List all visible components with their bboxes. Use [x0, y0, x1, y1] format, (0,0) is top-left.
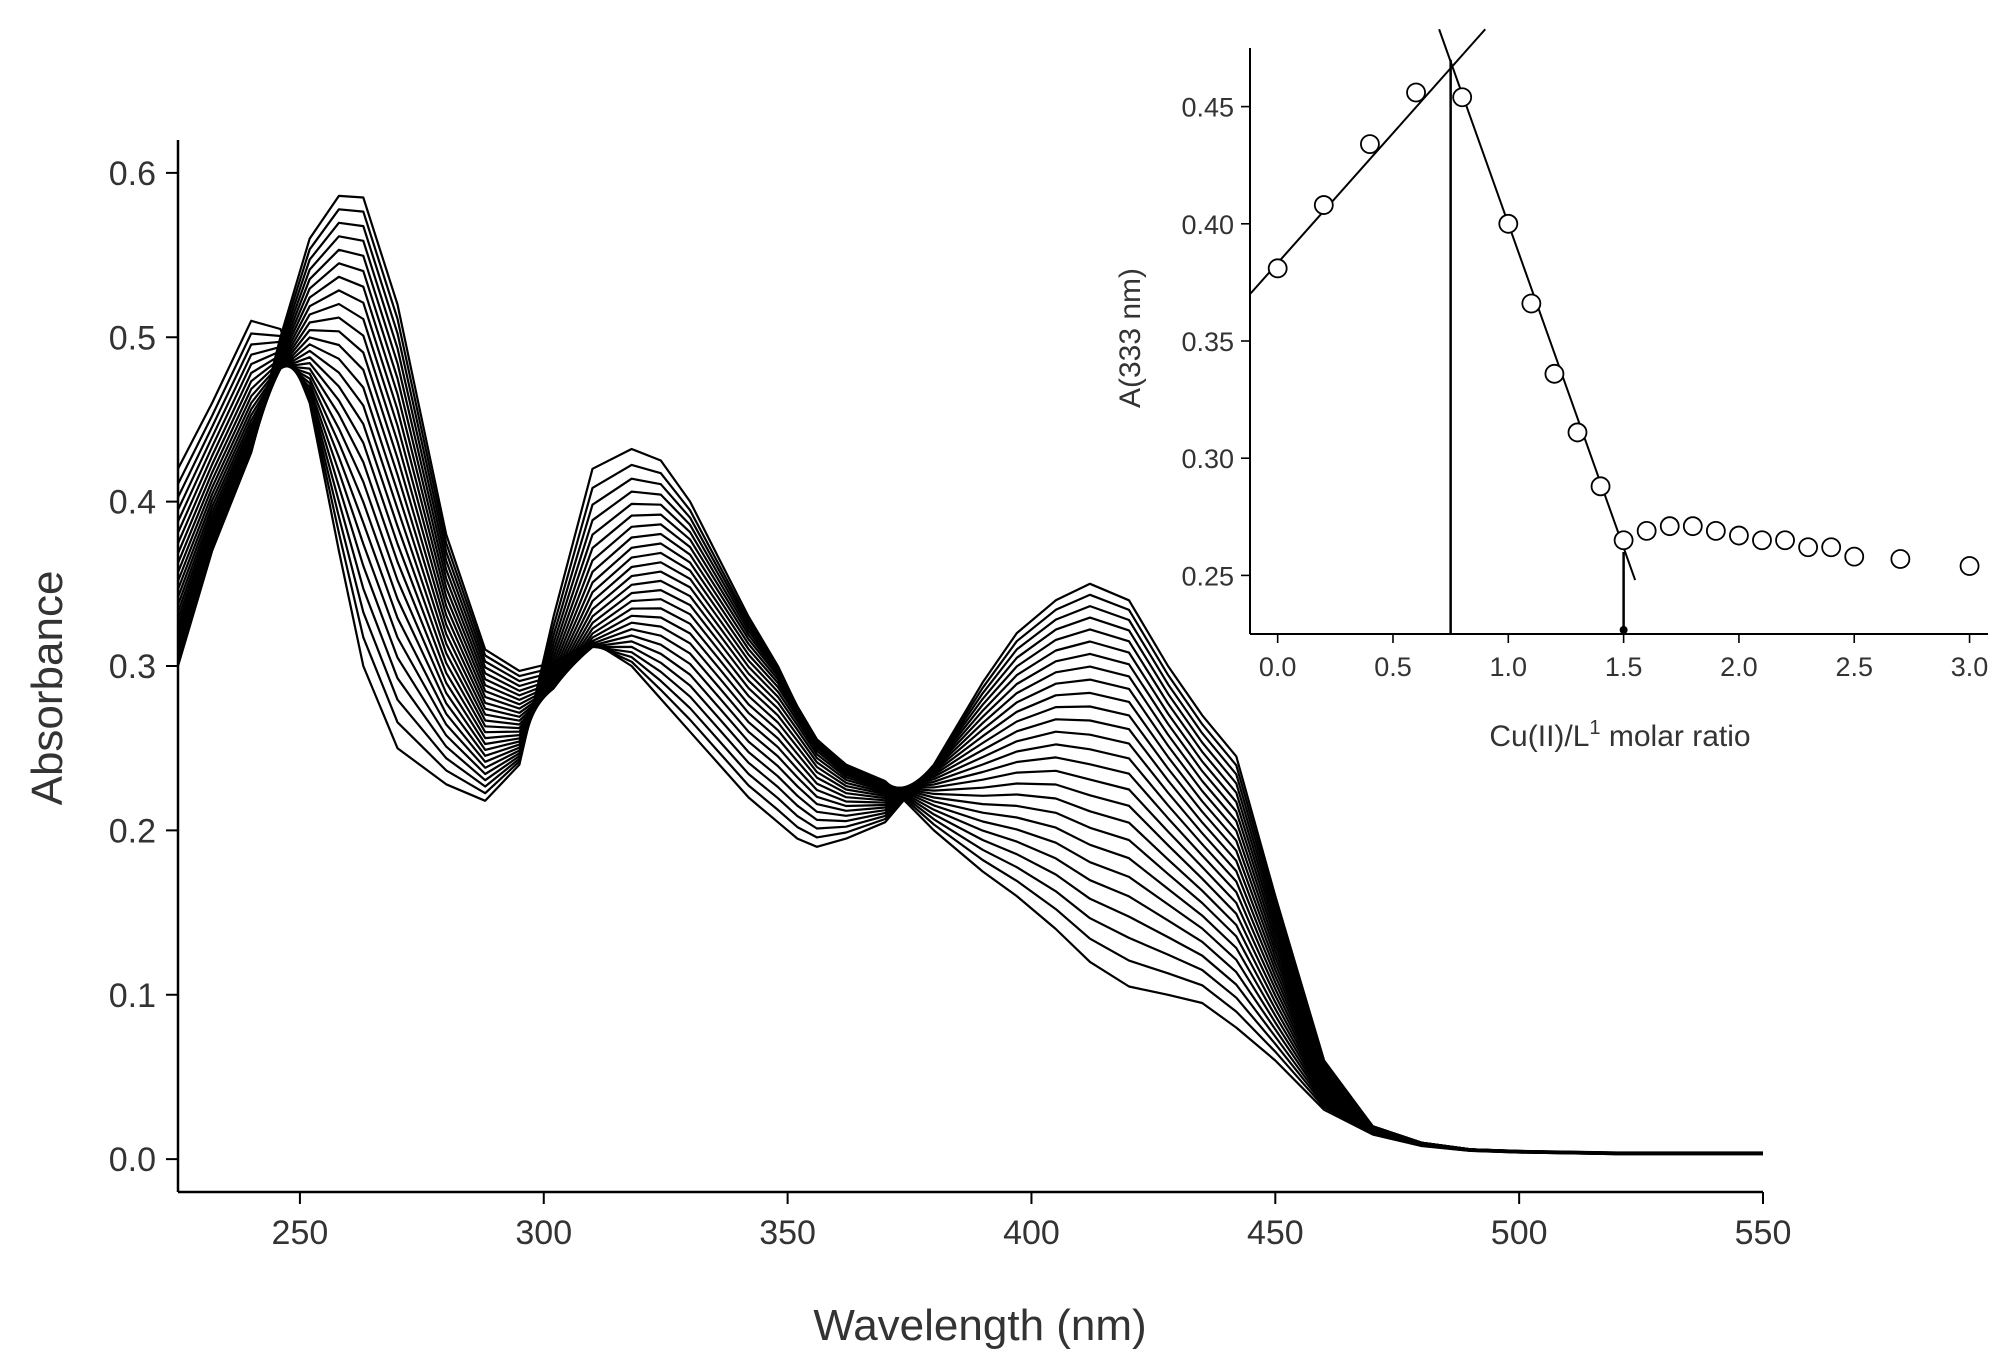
main-x-tick-label: 400	[1003, 1214, 1060, 1252]
inset-x-tick-label: 1.5	[1605, 652, 1643, 682]
main-x-ticks: 250 300 350 400 450 500 550	[272, 1192, 1792, 1252]
inset-data-point	[1890, 549, 1911, 569]
main-x-tick-label: 300	[515, 1214, 572, 1252]
inset-y-ticks: 0.25 0.30 0.35 0.40 0.45	[1181, 93, 1250, 591]
inset-x-tick-label: 3.0	[1951, 652, 1989, 682]
main-y-tick-label: 0.6	[109, 155, 156, 193]
spectrum-curve	[176, 316, 1763, 1155]
inset-x-tick-label: 0.5	[1374, 652, 1412, 682]
spectrum-curve	[176, 194, 1763, 1154]
spectrum-curve	[176, 354, 1763, 1155]
inset-data-point	[1613, 530, 1634, 551]
main-x-tick-label: 450	[1247, 1214, 1304, 1252]
main-spectra-curves	[176, 194, 1763, 1156]
main-y-tick-label: 0.1	[109, 977, 156, 1015]
inset-data-point	[1590, 476, 1611, 497]
inset-data-point	[1360, 134, 1380, 155]
inset-data-point	[1682, 516, 1703, 537]
inset-x-tick-label: 2.5	[1835, 652, 1873, 682]
spectrum-curve	[176, 289, 1763, 1155]
inset-data-point	[1313, 195, 1334, 215]
spectrum-curve	[176, 235, 1763, 1154]
inset-x-tick-label: 0.0	[1259, 652, 1297, 682]
inset-y-axis-title: A(333 nm)	[1114, 268, 1147, 408]
main-y-tick-label: 0.2	[109, 812, 156, 850]
inset-data-point	[1775, 530, 1795, 551]
spectrum-curve	[176, 349, 1763, 1155]
spectrum-curve	[176, 302, 1763, 1155]
spectrum-curve	[176, 356, 1763, 1155]
main-y-tick-label: 0.4	[109, 484, 156, 522]
main-y-tick-label: 0.3	[109, 648, 156, 686]
inset-fit-line-ascending	[1249, 28, 1486, 295]
main-x-tick-label: 250	[272, 1214, 329, 1252]
spectrum-curve	[176, 336, 1763, 1155]
inset-data-points	[1267, 82, 1980, 576]
main-x-tick-label: 500	[1491, 1214, 1548, 1252]
inset-data-point	[1752, 530, 1772, 551]
main-x-tick-label: 550	[1735, 1214, 1792, 1252]
inset-data-point	[1844, 546, 1865, 567]
inset-endpoint-dot	[1619, 626, 1628, 634]
main-plot: 250 300 350 400 450 500 550 0.0 0.1 0.2 0.3 0.4 0.5…	[23, 140, 1791, 1350]
inset-data-point	[1544, 363, 1565, 384]
inset-plot: 0.0 0.5 1.0 1.5 2.0 2.5 3.0 0.250.300.350.400.…	[1114, 28, 1988, 753]
spectrum-curve	[176, 362, 1763, 1155]
spectrum-curve	[176, 275, 1763, 1154]
inset-data-point	[1521, 293, 1542, 314]
spectrum-curve	[176, 221, 1763, 1154]
inset-x-axis-title: Cu(II)/L1 molar ratio	[1489, 717, 1750, 753]
main-y-tick-label: 0.0	[109, 1141, 156, 1179]
inset-x-tick-label: 2.0	[1720, 652, 1758, 682]
main-x-axis-title: Wavelength (nm)	[813, 1301, 1146, 1350]
inset-data-point	[1659, 516, 1680, 537]
inset-data-point	[1821, 537, 1842, 558]
inset-x-tick-label: 1.0	[1490, 652, 1528, 682]
inset-y-tick-label: 0.25	[1181, 561, 1234, 591]
inset-x-ticks: 0.0 0.5 1.0 1.5 2.0 2.5 3.0	[1259, 634, 1988, 682]
main-x-tick-label: 350	[759, 1214, 816, 1252]
spectrum-curve	[176, 329, 1763, 1155]
main-y-axis-title: Absorbance	[23, 571, 72, 806]
inset-data-point	[1498, 213, 1519, 234]
spectrum-curve	[176, 360, 1763, 1155]
inset-data-point	[1636, 520, 1657, 541]
spectrum-curve	[176, 208, 1763, 1154]
inset-data-point	[1798, 537, 1819, 558]
inset-x-axis-title-main: Cu(II)/L	[1489, 720, 1589, 753]
spectrum-curve	[176, 262, 1763, 1154]
inset-y-tick-label: 0.40	[1181, 210, 1234, 240]
inset-y-tick-label: 0.30	[1181, 444, 1234, 474]
inset-x-axis-title-suffix: molar ratio	[1601, 720, 1751, 753]
inset-data-point	[1267, 258, 1288, 279]
inset-data-point	[1567, 422, 1588, 443]
spectrum-curve	[176, 248, 1763, 1154]
main-y-tick-label: 0.5	[109, 319, 156, 357]
inset-data-point	[1729, 525, 1749, 546]
main-y-ticks: 0.0 0.1 0.2 0.3 0.4 0.5 0.6	[109, 155, 178, 1179]
spectrum-curve	[176, 343, 1763, 1155]
inset-y-tick-label: 0.35	[1181, 327, 1234, 357]
inset-data-point	[1452, 87, 1473, 108]
inset-data-point	[1705, 520, 1726, 541]
inset-data-point	[1959, 556, 1980, 576]
spectrum-curve	[176, 362, 1763, 1155]
inset-x-axis-title-sup: 1	[1589, 717, 1600, 739]
inset-data-point	[1406, 82, 1426, 103]
inset-y-tick-label: 0.45	[1181, 93, 1234, 123]
inset-fit-lines	[1249, 28, 1637, 634]
spectrum-curve	[176, 364, 1763, 1155]
